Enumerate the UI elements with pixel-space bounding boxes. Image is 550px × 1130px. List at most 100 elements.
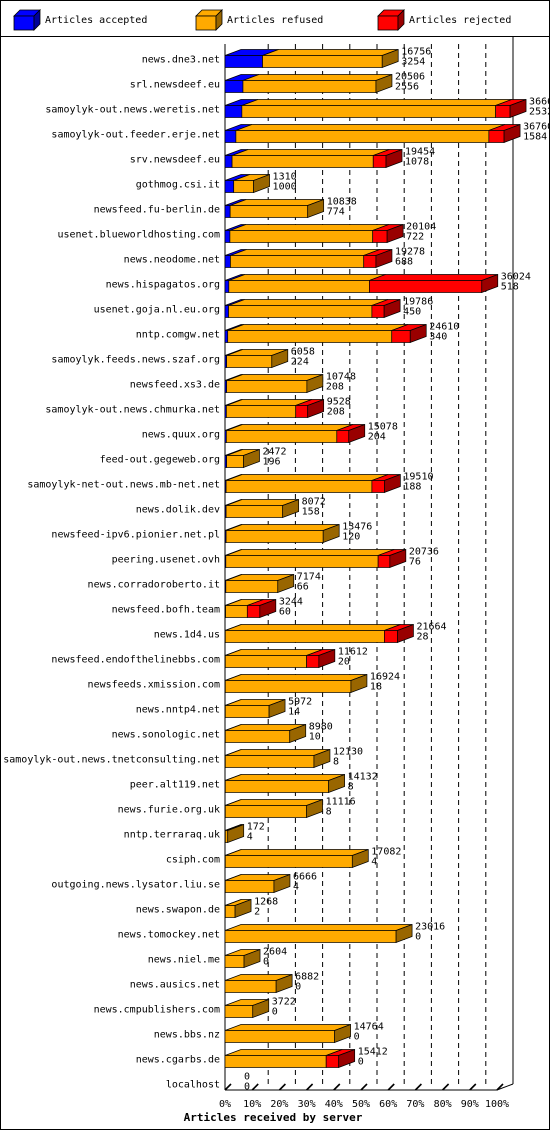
bar-segment-top bbox=[225, 549, 395, 556]
bar-segment-top bbox=[226, 424, 353, 431]
x-tick-label: 60% bbox=[379, 1099, 397, 1110]
bar-segment bbox=[225, 605, 248, 618]
bar-segment-side bbox=[322, 523, 340, 544]
x-tick-label: 50% bbox=[352, 1099, 370, 1110]
category-label: news.dolik.dev bbox=[136, 505, 220, 516]
bar-segment-side bbox=[306, 373, 324, 394]
bar-segment-side bbox=[234, 898, 252, 919]
bar-segment-top bbox=[225, 799, 323, 806]
accepted-value: 66 bbox=[297, 582, 309, 593]
bar-group bbox=[224, 448, 260, 469]
bar-group bbox=[224, 48, 399, 69]
bar-segment bbox=[224, 705, 270, 718]
bar-segment-top bbox=[242, 74, 393, 81]
accepted-value: 2 bbox=[254, 907, 260, 918]
bar-segment bbox=[391, 330, 411, 343]
bar-segment-side bbox=[289, 723, 307, 744]
received-value: 6058 bbox=[291, 347, 315, 358]
bar-segment bbox=[224, 55, 263, 68]
category-label: news.furie.org.uk bbox=[118, 805, 220, 816]
category-label: news.niel.me bbox=[148, 955, 220, 966]
bar-segment-side bbox=[328, 773, 345, 794]
category-labels: news.dne3.net srl.newsdeef.eu samoylyk-out… bbox=[3, 55, 220, 1091]
category-label: news.bbs.nz bbox=[154, 1030, 220, 1041]
accepted-value: 0 bbox=[263, 957, 269, 968]
bar-group bbox=[224, 198, 325, 219]
legend-swatch-side bbox=[33, 9, 41, 31]
legend-swatch bbox=[377, 15, 399, 31]
category-label: samoylyk-out.news.chmurka.net bbox=[45, 405, 220, 416]
bar-segment-side bbox=[389, 548, 407, 569]
x-tick-label: 100% bbox=[485, 1099, 509, 1110]
legend-swatch-side bbox=[215, 9, 223, 31]
accepted-value: 10 bbox=[309, 732, 321, 743]
bar-segment bbox=[224, 905, 236, 918]
received-value: 23016 bbox=[415, 922, 445, 933]
accepted-value: 20 bbox=[338, 657, 350, 668]
x-tick-mark bbox=[278, 1083, 286, 1091]
accepted-value: 722 bbox=[406, 232, 424, 243]
bar-segment-top bbox=[262, 49, 399, 56]
received-value: 11612 bbox=[338, 647, 368, 658]
bar-segment bbox=[226, 405, 297, 418]
x-axis-title: Articles received by server bbox=[184, 1111, 363, 1124]
bar-segment bbox=[224, 955, 245, 968]
bar-segment-top bbox=[229, 224, 389, 231]
bar-segment-top bbox=[230, 249, 380, 256]
bar-segment-top bbox=[224, 1024, 351, 1031]
bar-segment bbox=[224, 980, 277, 993]
bar-segment-side bbox=[243, 448, 260, 469]
received-value: 1268 bbox=[254, 897, 278, 908]
bar-segment-side bbox=[243, 948, 261, 969]
x-tick-label: 70% bbox=[406, 1099, 424, 1110]
bar-segment bbox=[246, 605, 261, 618]
bar-group bbox=[224, 473, 401, 494]
legend-swatch bbox=[195, 15, 217, 31]
bar-segment-side bbox=[275, 973, 293, 994]
received-value: 12130 bbox=[333, 747, 363, 758]
bar-group bbox=[224, 873, 291, 894]
x-tick-mark bbox=[251, 1083, 259, 1091]
bar-segment-side bbox=[334, 1023, 351, 1044]
bars bbox=[224, 48, 527, 1069]
accepted-value: 14 bbox=[288, 707, 300, 718]
bar-group bbox=[224, 1048, 356, 1069]
category-label: news.neodome.net bbox=[124, 255, 220, 266]
bar-segment-side bbox=[481, 273, 499, 294]
bar-segment bbox=[224, 1055, 327, 1068]
bar-segment-top bbox=[228, 299, 389, 306]
accepted-value: 196 bbox=[262, 457, 280, 468]
bar-segment-side bbox=[282, 498, 300, 519]
x-axis: 0% 10% 20% 30% 40% 50% 60% 70% 80% 90% 100% bbox=[219, 1083, 514, 1110]
accepted-value: 0 bbox=[244, 1082, 250, 1093]
bar-segment-top bbox=[225, 474, 389, 481]
accepted-value: 3254 bbox=[401, 57, 425, 68]
accepted-value: 204 bbox=[368, 432, 386, 443]
x-tick-mark bbox=[333, 1083, 341, 1091]
bar-group bbox=[224, 98, 527, 119]
bar-segment bbox=[242, 80, 377, 93]
bar-segment bbox=[224, 830, 229, 843]
received-value: 3722 bbox=[272, 997, 296, 1008]
category-label: news.swapon.de bbox=[136, 905, 220, 916]
bar-group bbox=[224, 648, 336, 669]
bar-segment-top bbox=[225, 624, 401, 631]
bar-segment-side bbox=[509, 98, 527, 119]
category-label: news.ausics.net bbox=[130, 980, 220, 991]
bar-segment-side bbox=[350, 673, 368, 694]
bar-segment bbox=[224, 680, 352, 693]
accepted-value: 0 bbox=[354, 1032, 360, 1043]
bar-segment bbox=[325, 1055, 340, 1068]
x-tick-mark bbox=[224, 1083, 232, 1091]
accepted-value: 4 bbox=[247, 832, 253, 843]
received-value: 24610 bbox=[429, 322, 459, 333]
category-label: gothmog.csi.it bbox=[136, 180, 220, 191]
bar-segment-side bbox=[313, 748, 331, 769]
category-label: newsfeeds.xmission.com bbox=[88, 680, 220, 691]
category-label: news.1d4.us bbox=[154, 630, 220, 641]
category-label: news.cmpublishers.com bbox=[94, 1005, 220, 1016]
bar-segment-side bbox=[227, 823, 245, 844]
bar-group bbox=[224, 223, 404, 244]
x-tick-label: 20% bbox=[270, 1099, 288, 1110]
bar-segment-side bbox=[503, 123, 521, 144]
